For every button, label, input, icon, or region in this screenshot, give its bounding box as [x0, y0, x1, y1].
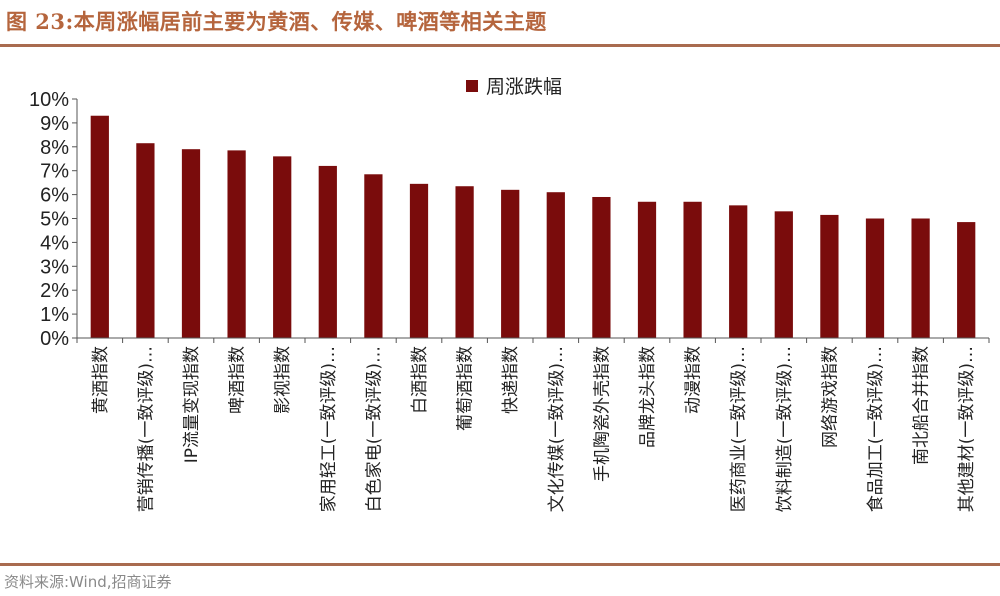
x-tick-label: 动漫指数	[684, 346, 704, 414]
x-tick-label: 手机陶瓷外壳指数	[592, 346, 612, 482]
x-tick-label: 快递指数	[501, 346, 521, 414]
bar	[181, 149, 201, 338]
y-tick-label: 7%	[40, 161, 69, 183]
y-tick-label: 5%	[40, 209, 69, 231]
top-divider	[0, 44, 1000, 47]
bar	[455, 186, 474, 338]
x-axis: 黄酒指数 营销传播(一致评级)… IP流量变现指数 啤酒指数 影视指数 家用轻工(一致评级…	[76, 337, 990, 512]
x-tick-label: 医药商业(一致评级)…	[729, 346, 749, 512]
x-tick-label: 营销传播(一致评级)…	[136, 346, 156, 512]
x-tick-label: 葡萄酒指数	[456, 346, 476, 431]
bar	[957, 222, 976, 338]
source-note: 资料来源:Wind,招商证券	[4, 573, 172, 591]
bar	[546, 192, 565, 338]
x-tick-label: 南北船合并指数	[912, 346, 932, 465]
bar	[774, 211, 793, 338]
x-tick-label: IP流量变现指数	[182, 346, 202, 463]
y-tick-label: 9%	[40, 113, 69, 135]
bar-series	[90, 115, 976, 338]
y-tick-label: 1%	[40, 304, 69, 326]
x-tick-label: 白酒指数	[410, 346, 430, 414]
y-tick-label: 2%	[40, 280, 69, 302]
x-tick-label: 啤酒指数	[228, 346, 248, 414]
x-tick-label: 食品加工(一致评级)…	[866, 346, 886, 512]
bar	[364, 174, 383, 338]
x-tick-label: 饮料制造(一致评级)…	[775, 346, 795, 512]
x-tick-label: 家用轻工(一致评级)…	[319, 346, 339, 512]
bar	[227, 150, 246, 338]
y-tick-label: 4%	[40, 232, 69, 254]
x-tick-label: 其他建材(一致评级)…	[957, 346, 977, 512]
bar	[592, 196, 611, 338]
bar	[409, 183, 429, 338]
bar	[318, 165, 337, 338]
figure-title: 图 23:本周涨幅居前主要为黄酒、传媒、啤酒等相关主题	[6, 9, 547, 34]
bar	[911, 218, 930, 338]
bar	[136, 143, 155, 338]
legend-swatch	[466, 80, 478, 92]
y-axis: 0%1%2%3%4%5%6%7%8%9%10%	[29, 89, 78, 350]
legend: 周涨跌幅	[466, 76, 562, 98]
x-tick-label: 品牌龙头指数	[638, 346, 658, 448]
x-tick-label: 黄酒指数	[91, 346, 111, 414]
bar	[729, 205, 748, 338]
bar	[820, 214, 839, 338]
legend-label: 周涨跌幅	[486, 76, 562, 98]
y-tick-label: 10%	[29, 89, 69, 111]
bar	[273, 156, 292, 338]
x-tick-label: 文化传媒(一致评级)…	[547, 346, 567, 512]
x-tick-label: 影视指数	[273, 346, 293, 414]
bottom-divider	[0, 563, 1000, 566]
bar	[501, 189, 520, 338]
x-tick-label: 白色家电(一致评级)…	[364, 346, 384, 512]
y-tick-label: 6%	[40, 185, 69, 207]
y-tick-label: 0%	[40, 328, 69, 350]
bar	[683, 201, 702, 338]
y-tick-label: 8%	[40, 137, 69, 159]
y-tick-label: 3%	[40, 256, 69, 278]
x-tick-label: 网络游戏指数	[820, 346, 840, 448]
bar	[90, 115, 109, 338]
bar	[637, 201, 657, 338]
bar-chart: 0%1%2%3%4%5%6%7%8%9%10% 黄酒指数 营销传播(一致评级)… I…	[29, 76, 990, 512]
bar	[865, 218, 885, 338]
